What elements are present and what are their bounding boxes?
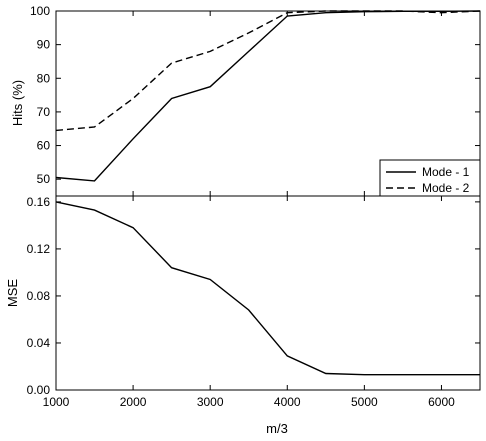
legend-box xyxy=(379,159,481,197)
mse-plot-frame xyxy=(55,195,481,391)
hits-y-ticks: 50 60 70 80 90 100 xyxy=(30,4,480,196)
hits-y-tick-label: 80 xyxy=(37,71,51,85)
mse-y-axis-title: MSE xyxy=(5,279,20,308)
legend: Mode - 1 Mode - 2 xyxy=(379,159,481,197)
hits-y-tick-label: 90 xyxy=(37,38,51,52)
mse-y-tick-label: 0.00 xyxy=(27,383,51,397)
mse-x-tick-label: 3000 xyxy=(197,395,224,409)
mse-x-tick-label: 6000 xyxy=(428,395,455,409)
x-axis-title: m/3 xyxy=(266,421,288,436)
mse-x-ticks: 1000 2000 3000 4000 5000 6000 xyxy=(43,196,455,409)
hits-y-tick-label: 70 xyxy=(37,105,51,119)
legend-label-mode-2: Mode - 2 xyxy=(422,181,470,195)
mse-y-tick-label: 0.16 xyxy=(27,195,51,209)
mse-panel: 0.00 0.04 0.08 0.12 0.16 1000 2000 3000 4000 500… xyxy=(5,195,481,436)
mse-series-line-1 xyxy=(55,201,480,376)
hits-y-axis-title: Hits (%) xyxy=(10,80,25,126)
mse-x-tick-label: 4000 xyxy=(274,395,301,409)
legend-label-mode-1: Mode - 1 xyxy=(422,165,470,179)
hits-y-tick-label: 50 xyxy=(37,172,51,186)
mse-y-tick-label: 0.12 xyxy=(27,242,51,256)
mse-x-tick-label: 5000 xyxy=(351,395,378,409)
mse-series-group xyxy=(55,201,480,376)
hits-series-line-2 xyxy=(55,10,481,132)
hits-series-group xyxy=(55,10,481,182)
hits-panel: 50 60 70 80 90 100 Hits (%) Mode - 1 Mode - 2 xyxy=(10,4,481,197)
mse-x-tick-label: 1000 xyxy=(43,395,70,409)
mse-y-tick-label: 0.04 xyxy=(27,336,51,350)
mse-x-tick-label: 2000 xyxy=(120,395,147,409)
mse-y-tick-label: 0.08 xyxy=(27,289,51,303)
mse-y-ticks: 0.00 0.04 0.08 0.12 0.16 xyxy=(27,195,480,397)
hits-series-line-1 xyxy=(55,10,481,182)
hits-y-tick-label: 60 xyxy=(37,139,51,153)
hits-y-tick-label: 100 xyxy=(30,4,50,18)
